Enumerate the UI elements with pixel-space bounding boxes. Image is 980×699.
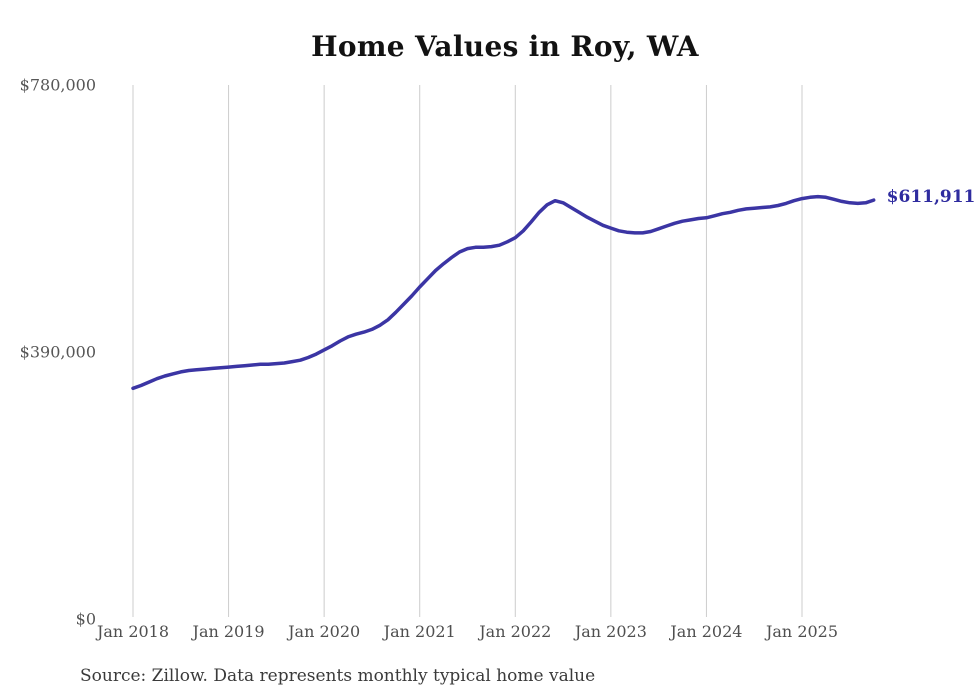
source-note: Source: Zillow. Data represents monthly … bbox=[80, 666, 596, 686]
y-axis-label: $780,000 bbox=[19, 75, 96, 95]
latest-value-label: $611,911 bbox=[886, 187, 976, 208]
x-axis-label: Jan 2019 bbox=[192, 622, 265, 641]
x-axis-label: Jan 2021 bbox=[383, 622, 456, 641]
x-axis-label: Jan 2022 bbox=[479, 622, 552, 641]
x-axis-label: Jan 2025 bbox=[765, 622, 839, 641]
home-value-line bbox=[131, 194, 876, 391]
x-axis-label: Jan 2020 bbox=[288, 622, 361, 641]
x-axis-label: Jan 2023 bbox=[574, 622, 647, 641]
x-axis-label: Jan 2018 bbox=[96, 622, 170, 641]
y-axis-label: $390,000 bbox=[19, 342, 96, 362]
x-axis-label: Jan 2024 bbox=[670, 622, 743, 641]
chart-title: Home Values in Roy, WA bbox=[311, 30, 699, 63]
y-axis-label: $0 bbox=[75, 609, 96, 629]
